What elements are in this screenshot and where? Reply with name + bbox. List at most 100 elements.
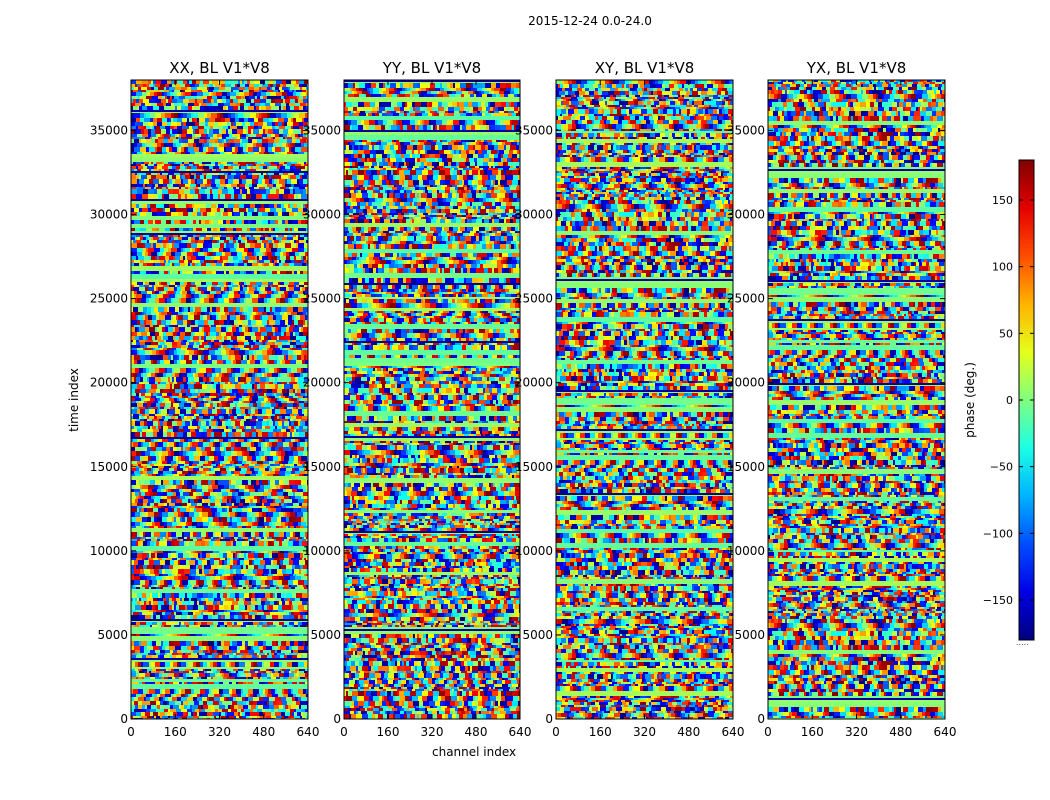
phase-cell <box>268 282 273 285</box>
phase-cell <box>167 409 169 414</box>
phase-cell <box>135 421 140 426</box>
phase-cell <box>267 396 269 398</box>
phase-cell <box>281 147 285 152</box>
phase-cell <box>275 426 277 429</box>
phase-cell <box>198 389 200 393</box>
phase-cell <box>279 87 282 90</box>
phase-cell <box>278 496 284 499</box>
phase-cell <box>163 336 168 340</box>
phase-cell <box>268 220 270 224</box>
phase-cell <box>300 175 302 179</box>
phase-cell <box>288 228 290 231</box>
phase-cell <box>258 489 264 492</box>
phase-cell <box>282 407 284 409</box>
phase-cell <box>167 496 171 499</box>
phase-cell <box>288 419 290 421</box>
phase-cell <box>147 106 153 110</box>
phase-cell <box>180 166 185 169</box>
phase-cell <box>161 99 166 103</box>
phase-cell <box>196 228 202 231</box>
phase-cell <box>267 373 272 377</box>
phase-cell <box>233 298 235 303</box>
phase-cell <box>157 416 162 419</box>
phase-cell <box>137 189 143 194</box>
phase-cell <box>174 113 178 118</box>
phase-cell <box>187 432 191 437</box>
phase-cell <box>148 485 154 489</box>
phase-cell <box>139 393 141 396</box>
phase-cell <box>272 442 277 447</box>
phase-cell <box>207 432 211 437</box>
phase-cell <box>241 152 244 154</box>
phase-cell <box>181 122 183 126</box>
phase-cell <box>258 298 264 303</box>
phase-cell <box>244 401 250 403</box>
phase-cell <box>154 526 158 528</box>
phase-cell <box>185 466 189 468</box>
phase-cell <box>256 143 262 147</box>
phase-cell <box>143 307 147 312</box>
phase-cell <box>243 522 246 526</box>
phase-cell <box>244 421 250 426</box>
phase-cell <box>207 84 210 87</box>
phase-cell <box>259 468 265 471</box>
phase-cell <box>294 426 296 429</box>
phase-cell <box>279 263 283 266</box>
phase-cell <box>263 419 267 421</box>
phase-cell <box>198 442 203 447</box>
phase-cell <box>192 421 198 426</box>
phase-cell <box>241 240 245 243</box>
phase-cell <box>248 87 254 90</box>
phase-cell <box>221 503 226 506</box>
phase-cell <box>236 480 242 485</box>
phase-cell <box>302 92 306 96</box>
phase-cell <box>262 499 267 503</box>
phase-cell <box>201 194 207 199</box>
phase-cell <box>246 162 249 164</box>
phase-cell <box>158 139 163 143</box>
phase-cell <box>171 401 175 403</box>
phase-cell <box>140 389 146 393</box>
phase-cell <box>170 92 173 96</box>
phase-cell <box>149 179 153 184</box>
phase-cell <box>291 80 296 84</box>
phase-cell <box>144 152 146 154</box>
phase-cell <box>273 129 279 134</box>
phase-cell <box>222 499 227 503</box>
phase-cell <box>157 393 160 396</box>
phase-cell <box>145 409 149 414</box>
phase-cell <box>296 118 302 122</box>
phase-cell <box>144 526 149 528</box>
phase-cell <box>156 175 161 179</box>
phase-cell <box>218 187 224 189</box>
phase-cell <box>243 393 248 396</box>
phase-cell <box>265 235 268 237</box>
phase-cell <box>299 332 303 336</box>
phase-cell <box>215 508 217 512</box>
phase-cell <box>306 189 308 194</box>
phase-cell <box>303 332 308 336</box>
phase-cell <box>165 96 167 99</box>
phase-cell <box>253 350 256 355</box>
phase-cell <box>194 106 200 110</box>
phase-cell <box>248 373 252 377</box>
phase-cell <box>280 409 286 414</box>
phase-cell <box>243 143 247 147</box>
phase-cell <box>305 291 308 294</box>
phase-cell <box>299 432 305 437</box>
phase-cell <box>219 129 222 134</box>
phase-cell <box>175 252 181 256</box>
phase-cell <box>199 220 201 224</box>
phase-cell <box>142 461 147 464</box>
phase-cell <box>250 134 256 137</box>
phase-cell <box>291 312 297 315</box>
phase-cell <box>201 212 203 216</box>
phase-cell <box>181 298 186 303</box>
phase-cell <box>189 164 193 166</box>
phase-cell <box>155 99 161 103</box>
phase-cell <box>140 456 143 461</box>
phase-cell <box>148 429 153 432</box>
phase-cell <box>256 134 262 137</box>
phase-cell <box>293 389 295 393</box>
phase-cell <box>135 237 137 240</box>
